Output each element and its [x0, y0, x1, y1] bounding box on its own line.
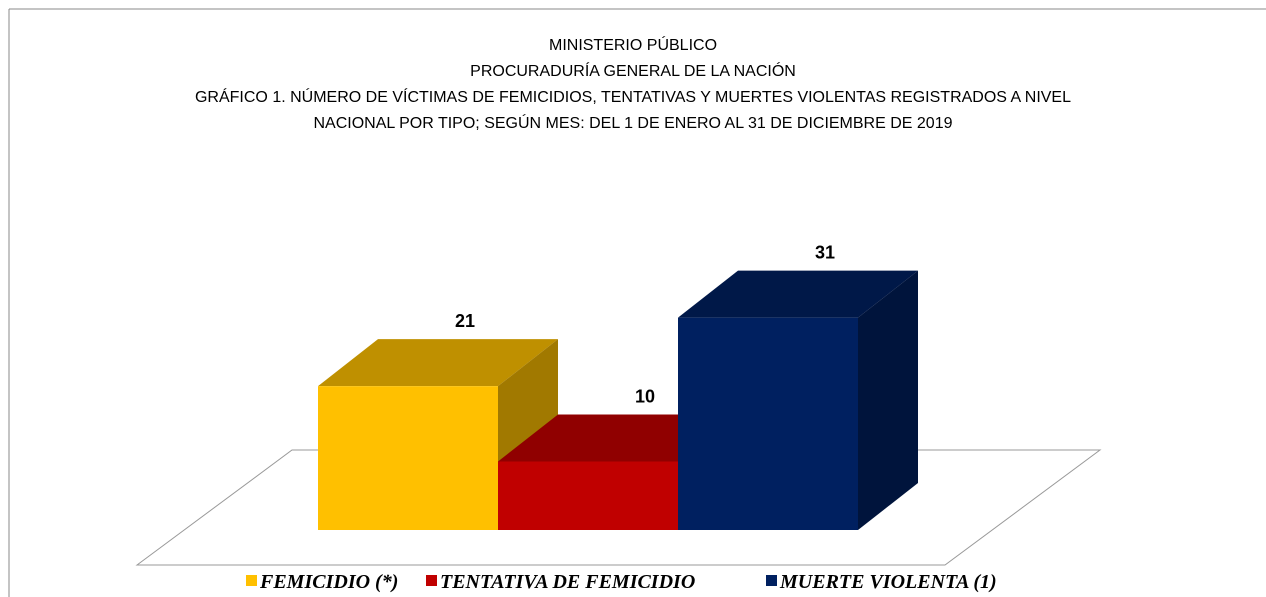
bar	[318, 386, 498, 530]
chart-title: NACIONAL POR TIPO; SEGÚN MES: DEL 1 DE E…	[313, 113, 952, 132]
legend-label: MUERTE VIOLENTA (1)	[779, 571, 997, 593]
data-label: 21	[455, 311, 475, 331]
data-label: 10	[635, 387, 655, 407]
bar	[498, 461, 678, 530]
chart-title: PROCURADURÍA GENERAL DE LA NACIÓN	[470, 61, 796, 80]
bar-side	[858, 270, 918, 530]
chart-title: GRÁFICO 1. NÚMERO DE VÍCTIMAS DE FEMICID…	[195, 87, 1071, 106]
legend-label: TENTATIVA DE FEMICIDIO	[440, 571, 695, 593]
legend-swatch	[246, 575, 257, 586]
bar	[678, 317, 858, 530]
bar-top	[318, 339, 558, 387]
legend-swatch	[766, 575, 777, 586]
chart-title: MINISTERIO PÚBLICO	[549, 35, 717, 54]
data-label: 31	[815, 243, 835, 263]
bar-top	[678, 270, 918, 318]
legend-swatch	[426, 575, 437, 586]
legend-label: FEMICIDIO (*)	[259, 571, 398, 593]
